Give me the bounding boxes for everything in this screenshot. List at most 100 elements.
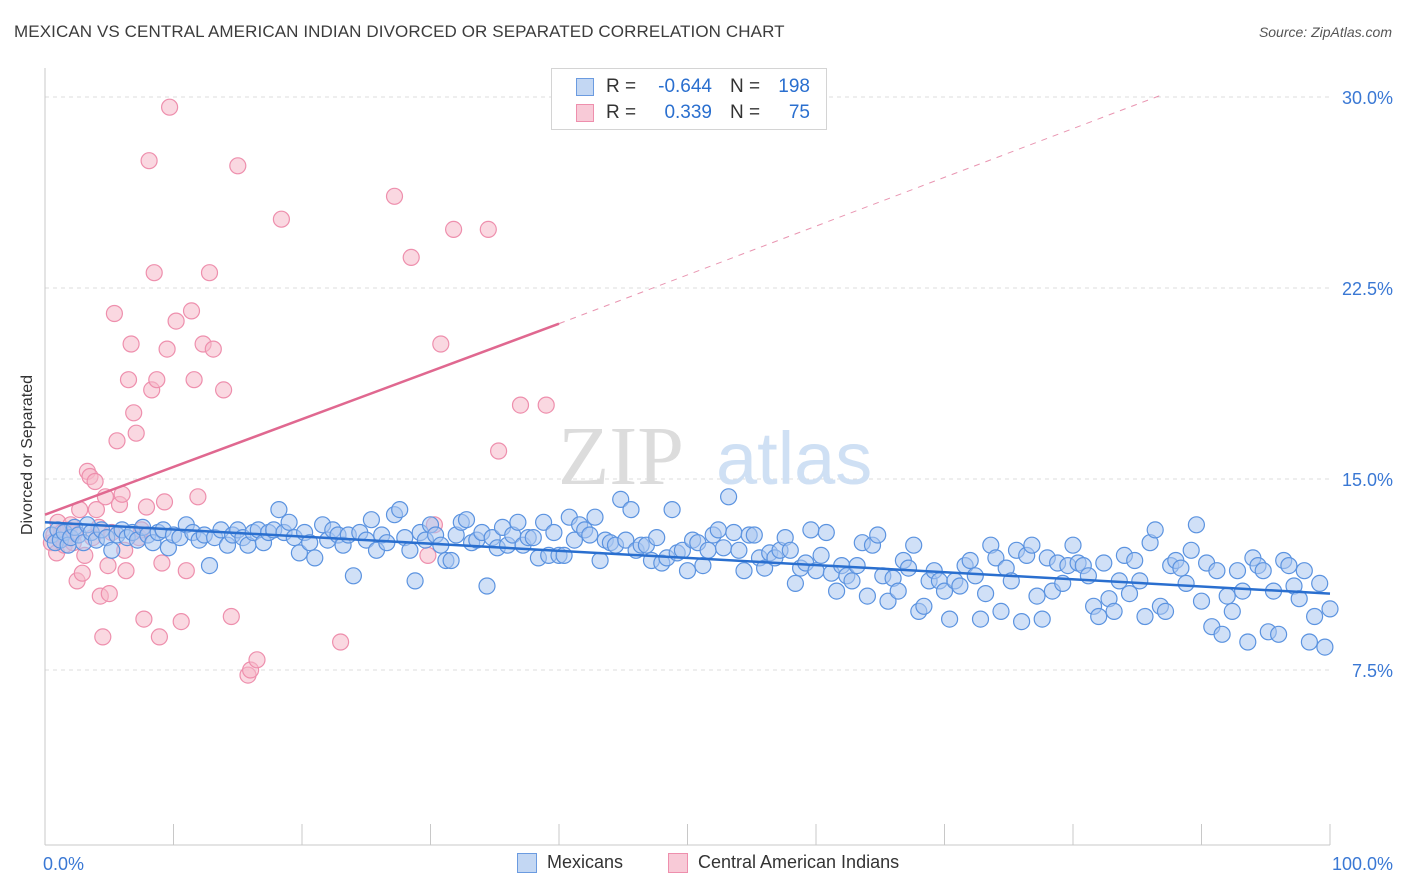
y-tick-label-2: 22.5%: [1342, 279, 1393, 299]
y-tick-label-3: 30.0%: [1342, 88, 1393, 108]
point-mexicans-163: [879, 592, 897, 610]
point-mexicans-244: [1295, 562, 1313, 580]
series-swatch-central-american-indians: [668, 852, 688, 873]
point-mexicans-78: [442, 551, 460, 570]
series-label-mexicans: Mexicans: [547, 852, 624, 872]
point-mexicans-124: [678, 562, 697, 580]
point-mexicans-132: [719, 488, 738, 506]
point-central-american-indians-20: [87, 501, 106, 519]
point-mexicans-191: [1023, 536, 1041, 554]
point-mexicans-102: [565, 531, 584, 549]
point-mexicans-232: [1233, 582, 1252, 600]
point-mexicans-111: [612, 490, 630, 508]
point-central-american-indians-35: [122, 335, 140, 353]
point-mexicans-91: [509, 513, 527, 531]
point-mexicans-241: [1280, 556, 1298, 575]
point-central-american-indians-61: [222, 607, 240, 626]
point-central-american-indians-49: [158, 340, 176, 358]
point-mexicans-50: [290, 544, 308, 562]
legend-row-mexicans: R = -0.644 N = 198: [576, 75, 810, 99]
point-central-american-indians-65: [248, 651, 266, 669]
point-mexicans-106: [586, 508, 604, 526]
point-central-american-indians-67: [332, 633, 350, 651]
point-mexicans-207: [1105, 602, 1123, 621]
point-central-american-indians-14: [73, 564, 91, 582]
point-mexicans-71: [406, 572, 424, 590]
point-central-american-indians-48: [155, 493, 174, 511]
point-mexicans-112: [617, 531, 635, 549]
point-mexicans-229: [1218, 587, 1236, 605]
point-mexicans-156: [843, 572, 861, 590]
point-mexicans-150: [812, 546, 830, 565]
point-mexicans-60: [344, 567, 362, 585]
point-mexicans-157: [848, 556, 866, 575]
point-central-american-indians-74: [479, 220, 497, 238]
y-tick-label-1: 15.0%: [1342, 470, 1393, 490]
points-mexicans: [42, 488, 1339, 656]
point-mexicans-144: [781, 541, 799, 559]
point-mexicans-233: [1239, 633, 1257, 651]
point-mexicans-139: [755, 559, 774, 577]
watermark-atlas: atlas: [716, 417, 872, 500]
point-mexicans-52: [301, 534, 319, 552]
point-mexicans-249: [1321, 600, 1339, 618]
point-central-american-indians-51: [167, 312, 185, 330]
point-mexicans-174: [935, 582, 954, 600]
point-central-american-indians-77: [537, 396, 555, 414]
point-central-american-indians-70: [419, 546, 437, 565]
chart-title: MEXICAN VS CENTRAL AMERICAN INDIAN DIVOR…: [14, 22, 785, 41]
series-legend: Mexicans Central American Indians: [0, 852, 1406, 876]
points-central-american-indians: [42, 98, 555, 684]
point-mexicans-224: [1192, 592, 1211, 610]
point-central-american-indians-62: [229, 157, 247, 175]
source-label: Source: ZipAtlas.com: [1258, 24, 1392, 40]
legend-swatch-mexicans: [576, 78, 594, 96]
point-central-american-indians-25: [99, 556, 117, 575]
point-mexicans-53: [306, 549, 324, 567]
point-mexicans-213: [1136, 607, 1154, 626]
point-central-american-indians-72: [432, 335, 450, 353]
point-mexicans-239: [1269, 625, 1288, 643]
point-mexicans-98: [545, 523, 563, 542]
point-mexicans-105: [581, 526, 599, 544]
point-central-american-indians-40: [135, 610, 153, 628]
point-mexicans-113: [622, 501, 640, 519]
point-mexicans-181: [971, 610, 990, 628]
point-central-american-indians-33: [117, 562, 135, 580]
series-legend-central-american-indians: Central American Indians: [668, 852, 899, 873]
point-mexicans-220: [1172, 559, 1190, 577]
point-mexicans-212: [1131, 572, 1149, 590]
point-mexicans-159: [858, 587, 877, 605]
point-central-american-indians-66: [272, 210, 290, 228]
point-central-american-indians-41: [137, 498, 156, 516]
point-mexicans-167: [899, 559, 918, 577]
point-central-american-indians-37: [127, 424, 145, 442]
point-central-american-indians-26: [100, 584, 118, 603]
point-mexicans-245: [1300, 633, 1319, 651]
point-mexicans-192: [1028, 587, 1046, 605]
x-tick-label-1: 100.0%: [1332, 854, 1393, 874]
legend-n-value: 198: [778, 76, 810, 97]
point-mexicans-70: [401, 541, 419, 559]
point-mexicans-118: [648, 528, 666, 547]
point-central-american-indians-34: [119, 371, 138, 389]
point-central-american-indians-76: [511, 396, 530, 414]
point-central-american-indians-55: [185, 371, 203, 389]
point-mexicans-236: [1254, 562, 1272, 580]
point-mexicans-170: [915, 597, 933, 615]
point-mexicans-148: [802, 521, 820, 539]
legend-n-label: N =: [730, 102, 761, 123]
series-label-central-american-indians: Central American Indians: [698, 852, 900, 872]
y-tick-label-0: 7.5%: [1352, 661, 1393, 681]
point-mexicans-161: [869, 526, 887, 544]
point-mexicans-199: [1064, 536, 1082, 554]
point-central-american-indians-56: [189, 488, 207, 506]
point-mexicans-151: [817, 523, 835, 542]
point-mexicans-130: [709, 521, 727, 539]
point-mexicans-168: [905, 536, 923, 554]
point-mexicans-134: [730, 541, 748, 559]
point-central-american-indians-58: [200, 264, 219, 282]
point-mexicans-137: [745, 526, 763, 544]
point-central-american-indians-68: [385, 187, 404, 205]
